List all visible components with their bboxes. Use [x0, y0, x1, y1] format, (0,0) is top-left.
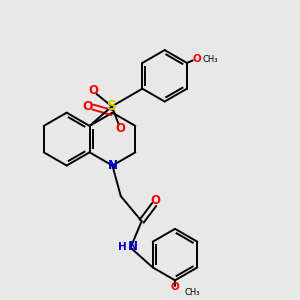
Text: O: O [151, 194, 160, 207]
Text: CH₃: CH₃ [203, 55, 218, 64]
Text: N: N [128, 240, 138, 254]
Text: O: O [193, 55, 201, 64]
Text: O: O [83, 100, 93, 113]
Text: N: N [108, 159, 118, 172]
Text: H: H [118, 242, 127, 252]
Text: CH₃: CH₃ [184, 288, 200, 297]
Text: O: O [89, 84, 99, 97]
Text: S: S [107, 99, 117, 113]
Text: O: O [171, 282, 179, 292]
Text: O: O [115, 122, 125, 135]
